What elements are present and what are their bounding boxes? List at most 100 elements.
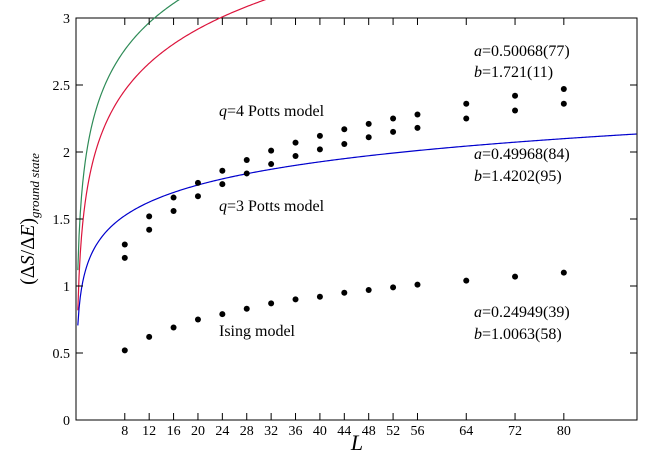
x-axis-label: L (350, 430, 363, 455)
y-label-s: S (17, 255, 39, 265)
fit-a-ising-val: =0.24949(39) (482, 304, 570, 321)
y-tick-label-6: 3 (63, 12, 70, 27)
data-point-1-6 (268, 161, 275, 168)
data-point-0-14 (512, 92, 519, 99)
data-point-2-5 (243, 305, 250, 312)
data-point-0-4 (219, 167, 226, 174)
x-ticks: 8 12 16 20 24 28 32 36 40 44 48 52 56 64 72 80 (121, 18, 571, 439)
data-point-0-15 (560, 86, 567, 93)
series-label-q4-rest: =4 Potts model (227, 103, 325, 120)
data-point-0-10 (365, 120, 372, 127)
y-axis-label: (ΔS/ΔE)ground state (17, 153, 42, 285)
data-point-2-4 (219, 311, 226, 318)
data-point-1-8 (316, 146, 323, 153)
data-point-0-8 (316, 132, 323, 139)
data-point-2-11 (390, 284, 397, 291)
data-point-0-2 (170, 194, 177, 201)
y-tick-label-1: 0.5 (53, 347, 71, 362)
y-tick-label-2: 1 (63, 280, 70, 295)
series-label-q4-q: q (219, 103, 227, 120)
x-tick-label-0: 8 (121, 424, 128, 439)
fit-b-ising-val: =1.0063(58) (482, 326, 562, 343)
fit-b-q4-sym: b (474, 64, 482, 81)
fit-a-ising-sym: a (474, 304, 482, 321)
data-point-2-15 (560, 269, 567, 276)
data-point-2-6 (268, 300, 275, 307)
data-points (121, 86, 567, 354)
data-point-2-8 (316, 293, 323, 300)
series-label-ising: Ising model (219, 323, 296, 340)
data-point-1-12 (414, 124, 421, 131)
fit-b-q3-val: =1.4202(95) (482, 168, 562, 185)
fit-curve-0 (77, 0, 180, 271)
x-tick-label-9: 44 (337, 424, 351, 439)
fit-a-q3-sym: a (474, 146, 482, 163)
fit-a-q4: a=0.50068(77) (474, 43, 570, 60)
data-point-1-10 (365, 134, 372, 141)
fit-a-q4-sym: a (474, 43, 482, 60)
y-tick-label-0: 0 (63, 414, 70, 429)
fit-b-ising-sym: b (474, 326, 482, 343)
data-point-0-11 (390, 115, 397, 122)
data-point-0-3 (194, 179, 201, 186)
y-label-close: ) (17, 218, 39, 225)
fit-a-q4-val: =0.50068(77) (482, 43, 570, 60)
y-label-delta-s: Δ (17, 265, 39, 278)
data-point-1-13 (463, 115, 470, 122)
y-label-slash: / (17, 249, 39, 255)
data-point-2-10 (365, 287, 372, 294)
series-label-q3-rest: =3 Potts model (227, 198, 325, 215)
data-point-1-15 (560, 100, 567, 107)
x-tick-label-13: 64 (459, 424, 473, 439)
data-point-0-9 (341, 126, 348, 133)
x-tick-label-6: 32 (264, 424, 278, 439)
data-point-2-7 (292, 296, 299, 303)
fit-curves (77, 0, 637, 326)
fit-b-q3-sym: b (474, 168, 482, 185)
y-label-delta-e: Δ (17, 237, 39, 250)
x-tick-label-14: 72 (508, 424, 522, 439)
y-tick-label-5: 2.5 (53, 79, 71, 94)
series-label-q3: q=3 Potts model (219, 198, 325, 215)
data-point-2-13 (463, 277, 470, 284)
y-ticks: 0 0.5 1 1.5 2 2.5 3 (53, 12, 637, 429)
fit-b-q3: b=1.4202(95) (474, 168, 562, 185)
data-point-0-6 (268, 147, 275, 154)
x-tick-label-10: 48 (362, 424, 376, 439)
data-point-0-1 (146, 213, 153, 220)
series-label-q3-q: q (219, 198, 227, 215)
data-point-1-0 (121, 254, 128, 261)
fit-curve-1 (77, 0, 267, 311)
x-tick-label-15: 80 (557, 424, 571, 439)
y-label-e: E (17, 225, 39, 238)
fit-b-q4: b=1.721(11) (474, 64, 553, 81)
x-tick-label-5: 28 (240, 424, 254, 439)
data-point-0-7 (292, 139, 299, 146)
series-label-q4: q=4 Potts model (219, 103, 325, 120)
data-point-2-14 (512, 273, 519, 280)
data-point-1-5 (243, 170, 250, 177)
data-point-0-12 (414, 111, 421, 118)
fit-curve-2 (77, 133, 637, 326)
fit-b-q4-val: =1.721(11) (482, 64, 553, 81)
y-tick-label-3: 1.5 (53, 213, 71, 228)
x-tick-label-8: 40 (313, 424, 327, 439)
data-point-1-2 (170, 207, 177, 214)
y-label-open: ( (17, 278, 39, 285)
data-point-1-7 (292, 153, 299, 160)
x-tick-label-1: 12 (142, 424, 156, 439)
fit-b-ising: b=1.0063(58) (474, 326, 562, 343)
data-point-1-1 (146, 226, 153, 233)
fit-a-q3: a=0.49968(84) (474, 146, 570, 163)
y-tick-label-4: 2 (63, 146, 70, 161)
x-tick-label-12: 56 (410, 424, 424, 439)
x-tick-label-2: 16 (167, 424, 181, 439)
data-point-1-11 (390, 128, 397, 135)
data-point-1-14 (512, 107, 519, 114)
data-point-2-0 (121, 347, 128, 354)
data-point-2-9 (341, 289, 348, 296)
data-point-1-4 (219, 181, 226, 188)
data-point-2-3 (194, 316, 201, 323)
x-tick-label-4: 24 (215, 424, 229, 439)
